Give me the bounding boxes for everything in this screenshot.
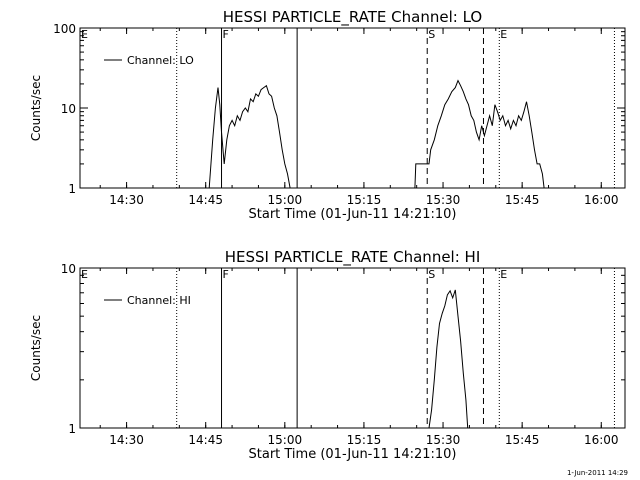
y-axis-label: Counts/sec <box>29 315 43 381</box>
y-tick-label: 1 <box>68 422 76 436</box>
chart-hi: HESSI PARTICLE_RATE Channel: HI 14:30 14:4… <box>29 248 626 462</box>
chart-title: HESSI PARTICLE_RATE Channel: LO <box>223 8 482 27</box>
y-tick-label: 1 <box>68 182 76 196</box>
x-tick-label: 14:45 <box>188 193 223 207</box>
event-marker-label: E <box>81 268 88 281</box>
event-marker-label: E <box>81 28 88 41</box>
x-tick-label: 16:00 <box>584 193 619 207</box>
y-axis-label: Counts/sec <box>29 75 43 141</box>
x-tick-label: 14:30 <box>109 433 144 447</box>
legend-label: Channel: LO <box>127 54 194 67</box>
x-axis-label: Start Time (01-Jun-11 14:21:10) <box>249 447 457 462</box>
footer-timestamp: 1-Jun-2011 14:29 <box>567 469 628 477</box>
x-tick-label: 14:45 <box>188 433 223 447</box>
x-tick-label: 15:00 <box>268 193 303 207</box>
x-axis-label: Start Time (01-Jun-11 14:21:10) <box>249 207 457 222</box>
x-tick-label: 16:00 <box>584 433 619 447</box>
series-line <box>428 289 469 429</box>
event-marker-label: F <box>223 268 229 281</box>
chart-lo: HESSI PARTICLE_RATE Channel: LO 14:30 14:4… <box>29 8 626 222</box>
x-tick-label: 15:15 <box>347 433 382 447</box>
y-tick-label: 100 <box>53 22 76 36</box>
event-marker-label: F <box>223 28 229 41</box>
x-tick-label: 15:45 <box>505 433 540 447</box>
y-tick-label: 10 <box>61 262 76 276</box>
event-marker-label: S <box>428 268 435 281</box>
legend-label: Channel: HI <box>127 294 191 307</box>
y-tick-label: 10 <box>61 102 76 116</box>
event-marker-label: S <box>428 28 435 41</box>
x-tick-label: 15:00 <box>268 433 303 447</box>
plot-frame <box>79 267 626 429</box>
event-marker-label: E <box>500 268 507 281</box>
x-tick-label: 15:30 <box>426 193 461 207</box>
x-tick-label: 14:30 <box>109 193 144 207</box>
x-tick-label: 15:45 <box>505 193 540 207</box>
chart-title: HESSI PARTICLE_RATE Channel: HI <box>225 248 481 267</box>
series-line <box>208 84 291 189</box>
series-line <box>414 79 545 189</box>
event-marker-label: E <box>500 28 507 41</box>
x-tick-label: 15:30 <box>426 433 461 447</box>
plot-frame <box>79 27 626 189</box>
x-tick-label: 15:15 <box>347 193 382 207</box>
